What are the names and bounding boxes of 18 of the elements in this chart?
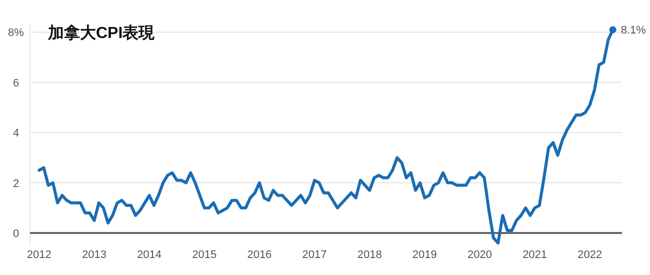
x-tick-label: 2019 xyxy=(412,249,437,261)
x-tick-label: 2014 xyxy=(137,249,162,261)
x-tick-label: 2020 xyxy=(467,249,492,261)
y-tick-label: 2 xyxy=(12,178,20,190)
x-tick-label: 2017 xyxy=(302,249,327,261)
x-tick-label: 2022 xyxy=(578,249,602,261)
x-tick-label: 2021 xyxy=(522,249,548,261)
y-tick-label: 4 xyxy=(12,128,20,140)
y-tick-label: 0 xyxy=(12,228,20,240)
x-tick-label: 2012 xyxy=(26,249,52,261)
chart-title: 加拿大CPI表現 xyxy=(47,24,156,42)
x-tick-label: 2018 xyxy=(357,249,382,261)
x-tick-label: 2015 xyxy=(192,249,217,261)
y-tick-label: 6 xyxy=(12,77,20,90)
annotation: 8.1% xyxy=(620,24,646,37)
x-tick-label: 2013 xyxy=(82,249,106,261)
x-tick-label: 2016 xyxy=(247,249,272,261)
y-tick-label: 8% xyxy=(8,27,24,40)
